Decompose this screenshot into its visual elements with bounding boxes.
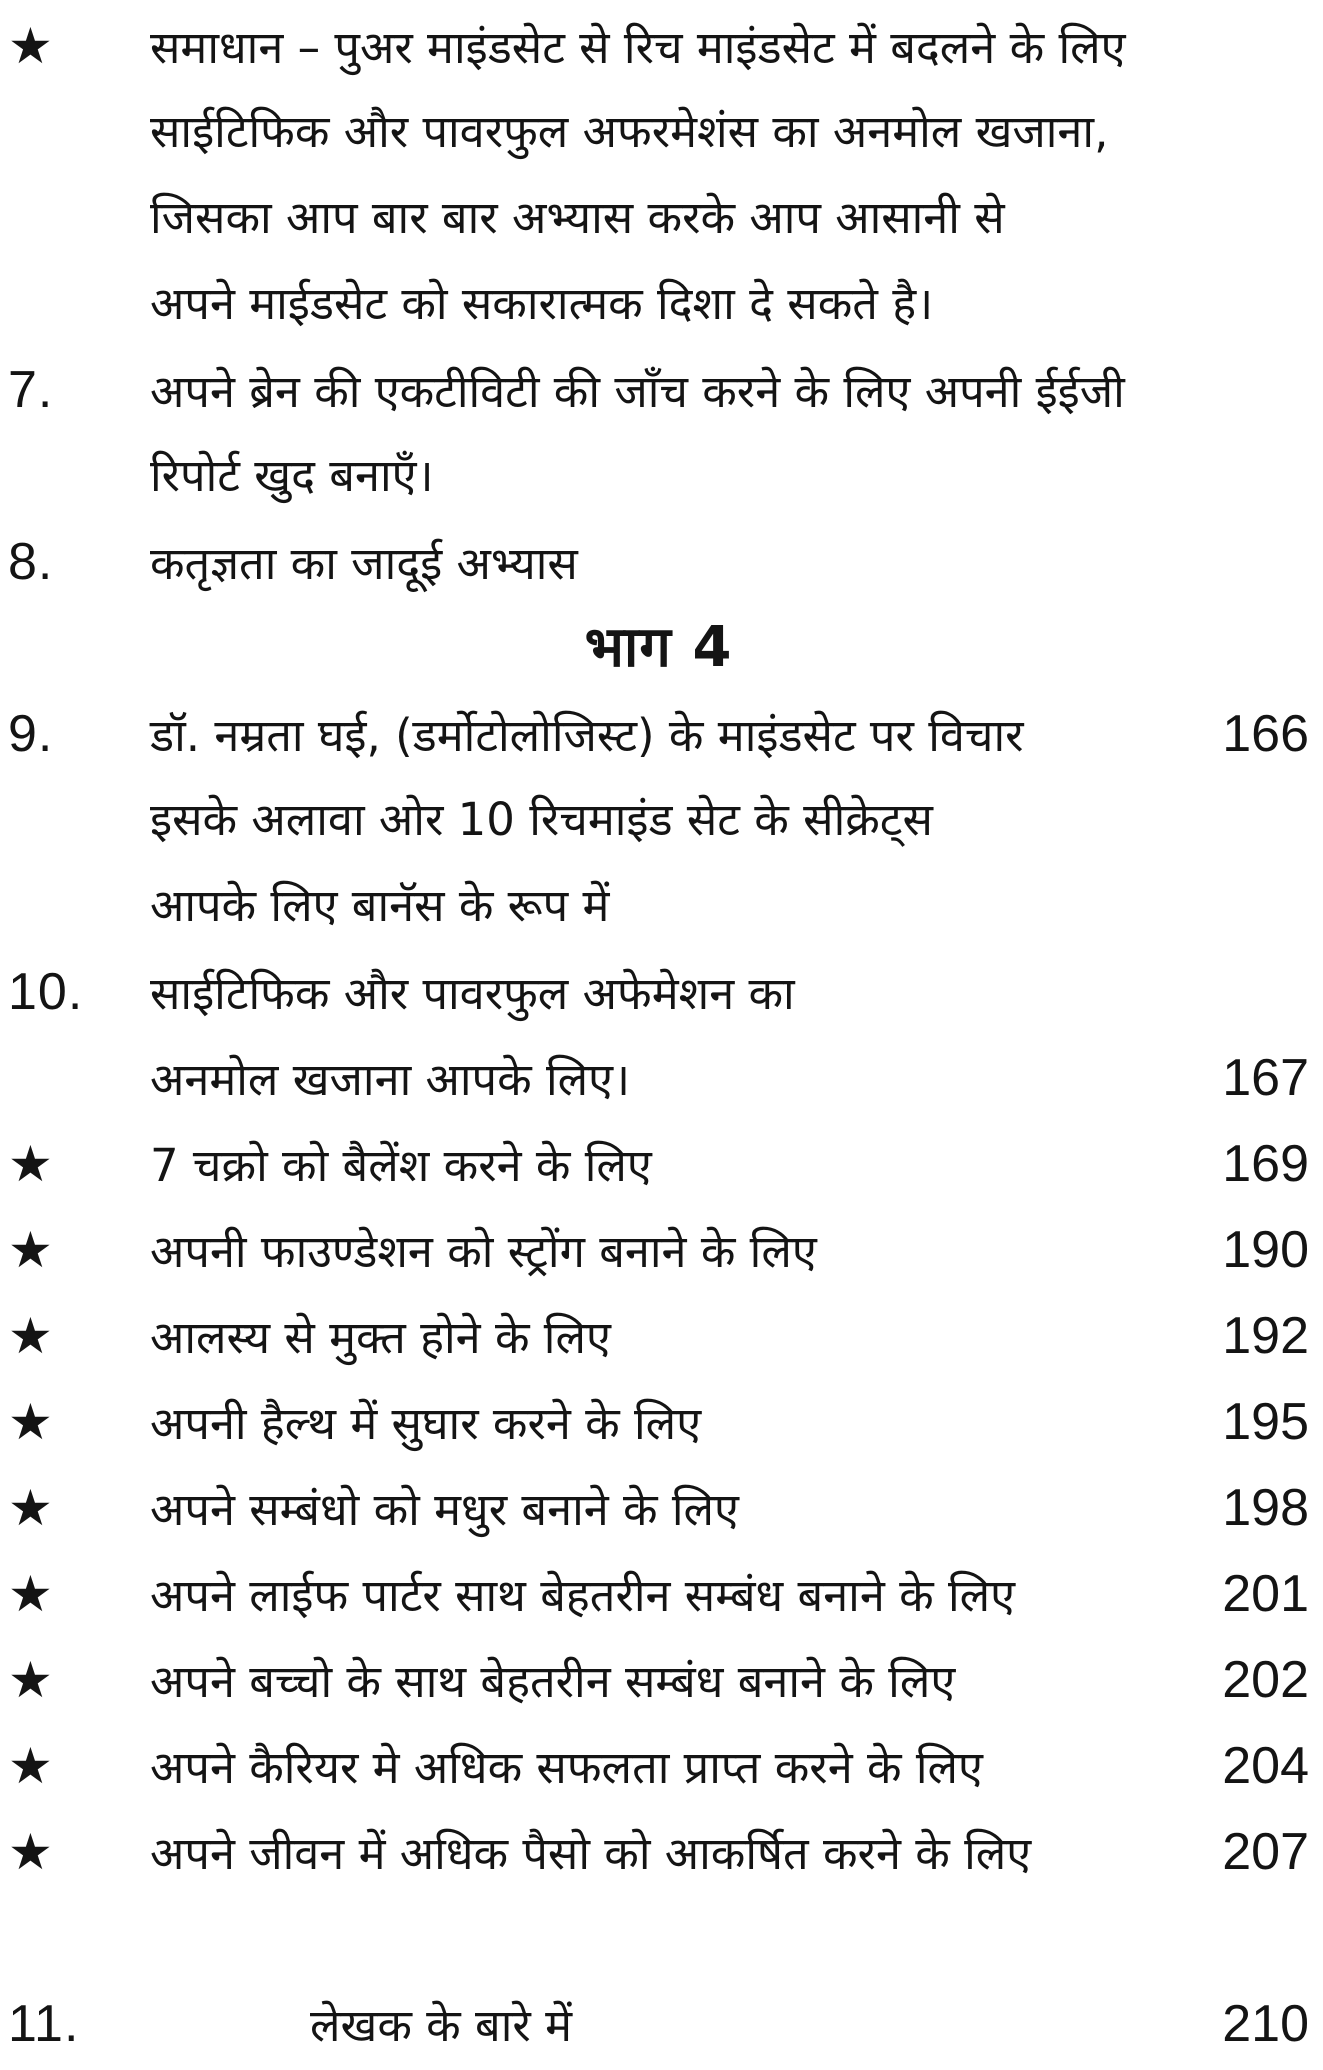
star-icon: ★ [8,1393,54,1451]
star-icon: ★ [8,17,54,75]
toc-row: ★ आलस्य से मुक्त होने के लिए 192 [8,1296,1309,1382]
star-icon: ★ [8,1565,54,1623]
page-number: 207 [1222,1823,1309,1881]
toc-row: साईटिफिक और पावरफुल अफरमेशंस का अनमोल खज… [8,92,1309,178]
toc-entry-text: अपने सम्बंधो को मधुर बनाने के लिए [150,1483,739,1536]
page-number: 195 [1222,1393,1309,1451]
toc-entry-text: अपने कैरियर मे अधिक सफलता प्राप्त करने क… [150,1741,983,1794]
toc-row: अपने माईडसेट को सकारात्मक दिशा दे सकते ह… [8,264,1309,350]
toc-row: ★ अपनी फाउण्डेशन को स्ट्रोंग बनाने के लिए… [8,1210,1309,1296]
book-toc-page: ★ समाधान – पुअर माइंडसेट से रिच माइंडसेट … [8,17,1309,2053]
toc-row: 7. अपने ब्रेन की एकटीविटी की जाँच करने के… [8,350,1309,436]
toc-entry-text: अपनी हैल्थ में सुघार करने के लिए [150,1397,702,1450]
toc-entry-text: लेखक के बारे में [310,1999,573,2052]
page-number: 198 [1222,1479,1309,1537]
item-number: 8. [8,533,54,591]
item-number: 10. [8,963,84,1021]
toc-row: ★ अपनी हैल्थ में सुघार करने के लिए 195 [8,1382,1309,1468]
toc-entry-text: आलस्य से मुक्त होने के लिए [150,1311,611,1364]
toc-row: 9. डॉ. नम्रता घई, (डर्मोटोलोजिस्ट) के माइ… [8,694,1309,780]
toc-row: ★ समाधान – पुअर माइंडसेट से रिच माइंडसेट … [8,6,1309,92]
toc-entry-text: 7 चक्रो को बैलेंश करने के लिए [150,1139,652,1192]
toc-entry-text: समाधान – पुअर माइंडसेट से रिच माइंडसेट म… [150,21,1126,74]
toc-row: 10. साईटिफिक और पावरफुल अफेमेशन का [8,952,1309,1038]
page-number: 202 [1222,1651,1309,1709]
star-icon: ★ [8,1737,54,1795]
toc-row: इसके अलावा ओर 10 रिचमाइंड सेट के सीक्रेट… [8,780,1309,866]
star-icon: ★ [8,1479,54,1537]
star-icon: ★ [8,1135,54,1193]
item-number: 11. [8,1995,80,2053]
toc-entry-text: अपने लाईफ पार्टर साथ बेहतरीन सम्बंध बनान… [150,1569,1016,1622]
section-heading: भाग 4 [584,615,733,680]
toc-row: रिपोर्ट खुद बनाएँ। [8,436,1309,522]
page-number: 210 [1222,1995,1309,2053]
toc-entry-text: अपने ब्रेन की एकटीविटी की जाँच करने के ल… [150,365,1125,418]
star-icon: ★ [8,1221,54,1279]
item-number: 9. [8,705,54,763]
page-number: 190 [1222,1221,1309,1279]
toc-entry-text: अपनी फाउण्डेशन को स्ट्रोंग बनाने के लिए [150,1225,817,1278]
toc-row: 8. कतृज्ञता का जादूई अभ्यास [8,522,1309,608]
toc-entry-text: साईटिफिक और पावरफुल अफेमेशन का [150,967,795,1020]
toc-entry-text: जिसका आप बार बार अभ्यास करके आप आसानी से [150,191,1005,244]
toc-row: ★ अपने जीवन में अधिक पैसो को आकर्षित करने… [8,1812,1309,1898]
toc-entry-text: अपने बच्चो के साथ बेहतरीन सम्बंध बनाने क… [150,1655,956,1708]
toc-row: आपके लिए बानॅस के रूप में [8,866,1309,952]
toc-entry-text: कतृज्ञता का जादूई अभ्यास [150,537,578,590]
toc-row: ★ अपने सम्बंधो को मधुर बनाने के लिए 198 [8,1468,1309,1554]
toc-row: अनमोल खजाना आपके लिए। 167 [8,1038,1309,1124]
toc-row: 11. लेखक के बारे में 210 [8,1984,1309,2070]
toc-entry-text: डॉ. नम्रता घई, (डर्मोटोलोजिस्ट) के माइंड… [150,709,1024,762]
star-icon: ★ [8,1823,54,1881]
toc-entry-text: अपने जीवन में अधिक पैसो को आकर्षित करने … [150,1827,1032,1880]
toc-entry-text: इसके अलावा ओर 10 रिचमाइंड सेट के सीक्रेट… [150,793,933,846]
toc-row: ★ अपने लाईफ पार्टर साथ बेहतरीन सम्बंध बना… [8,1554,1309,1640]
page-number: 204 [1222,1737,1309,1795]
toc-row: ★ 7 चक्रो को बैलेंश करने के लिए 169 [8,1124,1309,1210]
toc-entry-text: साईटिफिक और पावरफुल अफरमेशंस का अनमोल खज… [150,105,1109,158]
page-number: 192 [1222,1307,1309,1365]
page-number: 169 [1222,1135,1309,1193]
toc-row: ★ अपने कैरियर मे अधिक सफलता प्राप्त करने … [8,1726,1309,1812]
toc-entry-text: अपने माईडसेट को सकारात्मक दिशा दे सकते ह… [150,277,934,330]
page-number: 166 [1222,705,1309,763]
star-icon: ★ [8,1307,54,1365]
star-icon: ★ [8,1651,54,1709]
toc-entry-text: आपके लिए बानॅस के रूप में [150,879,610,932]
page-number: 201 [1222,1565,1309,1623]
toc-entry-text: अनमोल खजाना आपके लिए। [150,1053,631,1106]
item-number: 7. [8,361,54,419]
toc-list: ★ समाधान – पुअर माइंडसेट से रिच माइंडसेट … [8,6,1309,2070]
toc-entry-text: रिपोर्ट खुद बनाएँ। [150,449,434,502]
toc-row: जिसका आप बार बार अभ्यास करके आप आसानी से [8,178,1309,264]
toc-row: ★ अपने बच्चो के साथ बेहतरीन सम्बंध बनाने … [8,1640,1309,1726]
page-number: 167 [1222,1049,1309,1107]
